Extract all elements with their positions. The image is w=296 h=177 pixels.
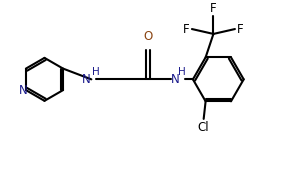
- Text: N: N: [82, 73, 90, 86]
- Text: Cl: Cl: [198, 121, 210, 134]
- Text: N: N: [170, 73, 179, 86]
- Text: F: F: [210, 2, 217, 15]
- Text: O: O: [143, 30, 153, 43]
- Text: H: H: [92, 67, 100, 77]
- Text: H: H: [178, 67, 186, 77]
- Text: N: N: [19, 84, 27, 97]
- Text: F: F: [183, 22, 190, 36]
- Text: F: F: [237, 22, 244, 36]
